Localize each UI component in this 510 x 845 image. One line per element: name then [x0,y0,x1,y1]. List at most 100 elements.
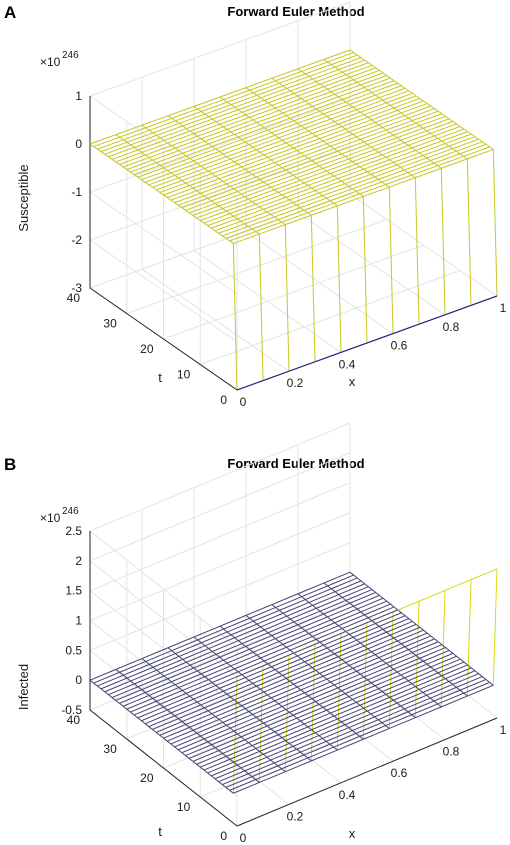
mesh-line [356,691,383,703]
mesh-line [225,237,230,242]
mesh-line [404,105,432,116]
t-axis-line [89,287,238,391]
x-tick-label: 0.8 [443,745,460,759]
mesh-line [319,138,324,142]
mesh-line [349,592,376,604]
mesh-line [352,688,379,700]
mesh-line [344,724,349,729]
mesh-line [400,674,405,679]
mesh-line [278,182,305,193]
mesh-line [278,164,283,169]
mesh-line [200,128,228,140]
mesh-line [185,724,190,728]
mesh-line [290,618,295,623]
mesh-line [359,156,387,168]
mesh-line [97,685,102,690]
mesh-line [379,594,384,599]
mesh-line [379,69,384,74]
mesh-line [348,176,375,187]
mesh-line [304,692,309,697]
mesh-line [367,161,394,173]
mesh-line [171,650,176,654]
mesh-line [189,653,217,666]
gridline [297,444,446,740]
mesh-line [123,663,150,676]
mesh-line [337,707,364,720]
mesh-line [296,675,324,688]
mesh-line [237,127,265,138]
mesh-line [415,122,420,127]
mesh-line [192,750,220,762]
mesh-line [244,708,250,712]
mesh-line [263,172,290,183]
mesh-line [130,700,157,713]
mesh-line [378,115,406,126]
mesh-line [181,197,209,209]
mesh-line [271,95,298,106]
mesh-line [281,194,286,198]
t-tick-label: 40 [67,713,81,727]
mesh-line [123,129,150,141]
mesh-line [356,660,383,672]
mesh-line [404,142,409,146]
mesh-line [185,692,191,697]
mesh-line [178,140,205,152]
mesh-line [426,684,453,696]
mesh-line [215,111,243,123]
mesh-line [189,202,216,214]
mesh-line [93,146,98,150]
mesh-line [267,174,294,186]
mesh-line [330,639,357,652]
mesh-line [423,629,428,634]
mesh-line [196,217,201,221]
mesh-line [375,85,402,96]
mesh-line [197,135,202,140]
mesh-line [185,182,190,187]
mesh-line [186,128,191,132]
mesh-line [115,124,143,136]
mesh-line [356,597,384,610]
mesh-line [229,231,256,242]
mesh-line [385,683,413,695]
mesh-line [315,701,320,705]
mesh-line [230,122,257,133]
gridline [89,512,351,737]
mesh-line [282,130,309,141]
mesh-line [330,145,335,150]
mesh-line [286,615,291,620]
mesh-line [137,717,142,722]
mesh-line [255,768,282,781]
mesh-line [370,682,376,687]
mesh-line [300,143,328,154]
mesh-line [271,635,276,639]
mesh-line [467,684,494,697]
mesh-line [253,620,258,625]
mesh-line [286,636,313,648]
mesh-line [456,676,483,688]
mesh-line [234,668,239,673]
mesh-line [426,157,431,162]
mesh-line [177,204,183,209]
mesh-line [297,593,302,598]
mesh-line [371,64,377,69]
mesh-line [293,83,321,94]
mesh-line [266,184,272,188]
mesh-line [408,669,435,682]
mesh-line [397,100,424,111]
mesh-line [219,141,246,152]
mesh-line [351,730,357,734]
t-tick-label: 40 [67,291,81,305]
mesh-line [134,146,139,151]
mesh-line [159,692,187,705]
mesh-line [275,107,280,111]
mesh-line [252,703,279,715]
mesh-line [297,68,302,72]
mesh-line [274,731,279,736]
mesh-line [281,768,286,773]
mesh-line [355,181,383,192]
mesh-line [279,609,284,614]
mesh-line [207,188,235,199]
mesh-line [238,109,243,113]
mesh-line [196,163,202,167]
mesh-line [396,671,402,676]
